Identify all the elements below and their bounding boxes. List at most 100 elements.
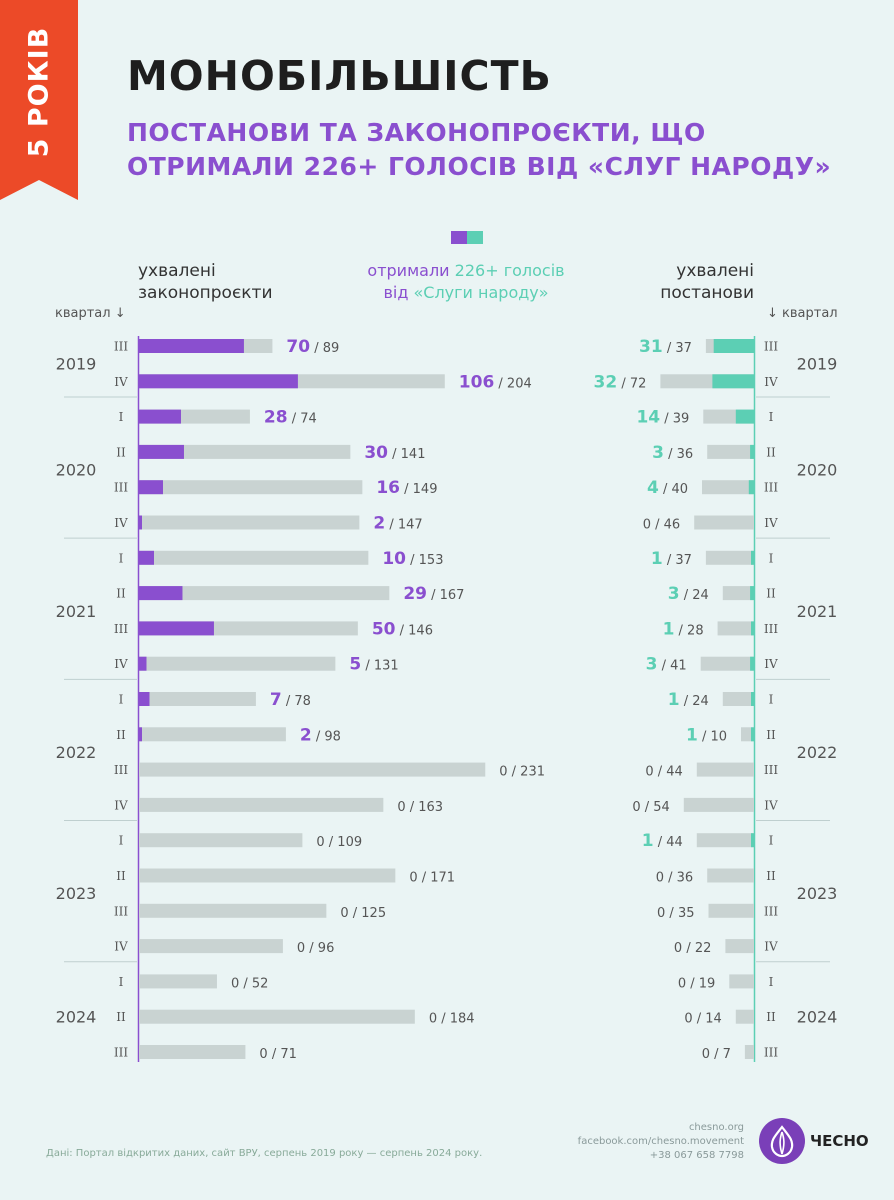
laws-total-bar <box>139 1045 246 1059</box>
resolutions-value-label: 3 / 24 <box>668 584 709 604</box>
year-label-right: 2022 <box>797 743 838 762</box>
laws-value-label: 0 / 109 <box>316 835 362 850</box>
laws-total-value: / 74 <box>288 412 317 427</box>
laws-supported-bar <box>139 409 181 424</box>
year-label-left: 2019 <box>56 355 97 374</box>
anniversary-ribbon: 5 РОКІВ <box>0 0 78 200</box>
laws-supported-value: 50 <box>372 619 396 639</box>
quarter-label-right: I <box>769 975 774 989</box>
laws-value-label: 0 / 231 <box>499 765 545 780</box>
page-title: МОНОБІЛЬШІСТЬ <box>127 52 552 100</box>
laws-total-bar <box>139 833 303 848</box>
laws-total-bar <box>139 939 283 954</box>
resolutions-total-bar <box>696 762 754 777</box>
laws-supported-bar <box>139 586 183 601</box>
resolutions-total-value: / 24 <box>680 588 709 603</box>
laws-total-value: / 141 <box>388 447 425 462</box>
quarter-label-right: II <box>766 445 776 459</box>
contact-facebook[interactable]: facebook.com/chesno.movement <box>577 1136 744 1147</box>
laws-total-bar <box>139 762 486 777</box>
quarter-label-right: IV <box>764 516 778 530</box>
quarter-label-right: III <box>764 904 778 918</box>
resolutions-value-label: 32 / 72 <box>594 372 647 392</box>
resolutions-total-bar <box>729 974 754 989</box>
chesno-logo-icon <box>759 1118 805 1164</box>
contact-site[interactable]: chesno.org <box>688 1122 744 1133</box>
resolutions-value-label: 0 / 14 <box>684 1012 721 1027</box>
resolutions-supported-bar <box>751 727 754 742</box>
resolutions-total-bar <box>725 939 754 954</box>
laws-value-label: 50 / 146 <box>372 619 433 639</box>
quarter-header-left: квартал ↓ <box>55 306 126 321</box>
resolutions-supported-value: 3 <box>646 655 658 675</box>
laws-column-header: ухвалені законопроєкти <box>138 260 273 304</box>
resolutions-header-line2: постанови <box>660 283 754 303</box>
quarter-label-right: III <box>764 1046 778 1060</box>
resolutions-value-label: 1 / 28 <box>663 619 704 639</box>
laws-total-bar <box>139 903 327 918</box>
resolutions-supported-value: 4 <box>647 478 659 498</box>
resolutions-value-label: 1 / 37 <box>651 549 692 569</box>
quarter-label-right: I <box>769 693 774 707</box>
quarter-label-left: IV <box>114 940 128 954</box>
resolutions-value-label: 0 / 7 <box>702 1047 731 1062</box>
legend-line2-a: від <box>383 283 414 302</box>
resolutions-value-label: 1 / 10 <box>686 725 727 745</box>
resolutions-supported-value: 31 <box>639 337 663 357</box>
quarter-label-left: II <box>116 728 126 742</box>
quarter-label-left: I <box>119 551 124 565</box>
laws-value-label: 7 / 78 <box>270 690 311 710</box>
resolutions-supported-bar <box>751 550 754 565</box>
laws-total-value: / 149 <box>400 482 437 497</box>
laws-supported-bar <box>139 621 214 636</box>
quarter-label-left: II <box>116 445 126 459</box>
resolutions-total-bar <box>707 868 754 883</box>
laws-value-label: 0 / 52 <box>231 976 268 991</box>
resolutions-supported-value: 14 <box>636 408 660 428</box>
laws-total-value: / 78 <box>282 694 311 709</box>
laws-total-bar <box>139 550 369 565</box>
legend-line2-b: «Слуги народу» <box>413 283 549 302</box>
laws-value-label: 70 / 89 <box>286 337 339 357</box>
laws-total-bar <box>139 444 351 459</box>
resolutions-supported-bar <box>751 833 754 848</box>
laws-value-label: 2 / 98 <box>300 725 341 745</box>
laws-value-label: 0 / 96 <box>297 941 334 956</box>
resolutions-header-line1: ухвалені <box>676 261 754 281</box>
year-label-left: 2022 <box>56 743 97 762</box>
resolutions-total-bar <box>707 444 754 459</box>
resolutions-supported-value: 3 <box>652 443 664 463</box>
resolutions-value-label: 0 / 19 <box>678 976 715 991</box>
quarter-header-right: ↓ квартал <box>767 306 838 321</box>
quarter-label-left: III <box>114 1046 128 1060</box>
laws-total-bar <box>139 586 390 601</box>
resolutions-total-bar <box>708 903 754 918</box>
year-label-right: 2024 <box>797 1008 838 1027</box>
resolutions-supported-value: 1 <box>651 549 663 569</box>
laws-supported-value: 30 <box>364 443 388 463</box>
resolutions-total-value: / 40 <box>659 482 688 497</box>
laws-supported-value: 10 <box>382 549 406 569</box>
quarter-label-right: II <box>766 869 776 883</box>
resolutions-supported-bar <box>750 586 754 601</box>
quarter-label-left: II <box>116 1010 126 1024</box>
quarter-label-left: IV <box>114 798 128 812</box>
laws-supported-bar <box>139 727 142 742</box>
laws-supported-value: 5 <box>349 655 361 675</box>
resolutions-total-bar <box>735 1009 754 1024</box>
laws-total-value: / 146 <box>396 623 433 638</box>
data-source-note: Дані: Портал відкритих даних, сайт ВРУ, … <box>46 1148 483 1159</box>
resolutions-total-value: / 10 <box>698 729 727 744</box>
resolutions-value-label: 4 / 40 <box>647 478 688 498</box>
laws-supported-value: 16 <box>376 478 400 498</box>
resolutions-supported-bar <box>712 374 754 389</box>
laws-supported-bar <box>139 339 244 353</box>
resolutions-supported-value: 3 <box>668 584 680 604</box>
laws-header-line2: законопроєкти <box>138 283 273 303</box>
quarter-label-right: I <box>769 834 774 848</box>
resolutions-total-value: / 37 <box>663 553 692 568</box>
laws-total-value: / 204 <box>494 376 531 391</box>
resolutions-value-label: 3 / 36 <box>652 443 693 463</box>
laws-value-label: 16 / 149 <box>376 478 437 498</box>
